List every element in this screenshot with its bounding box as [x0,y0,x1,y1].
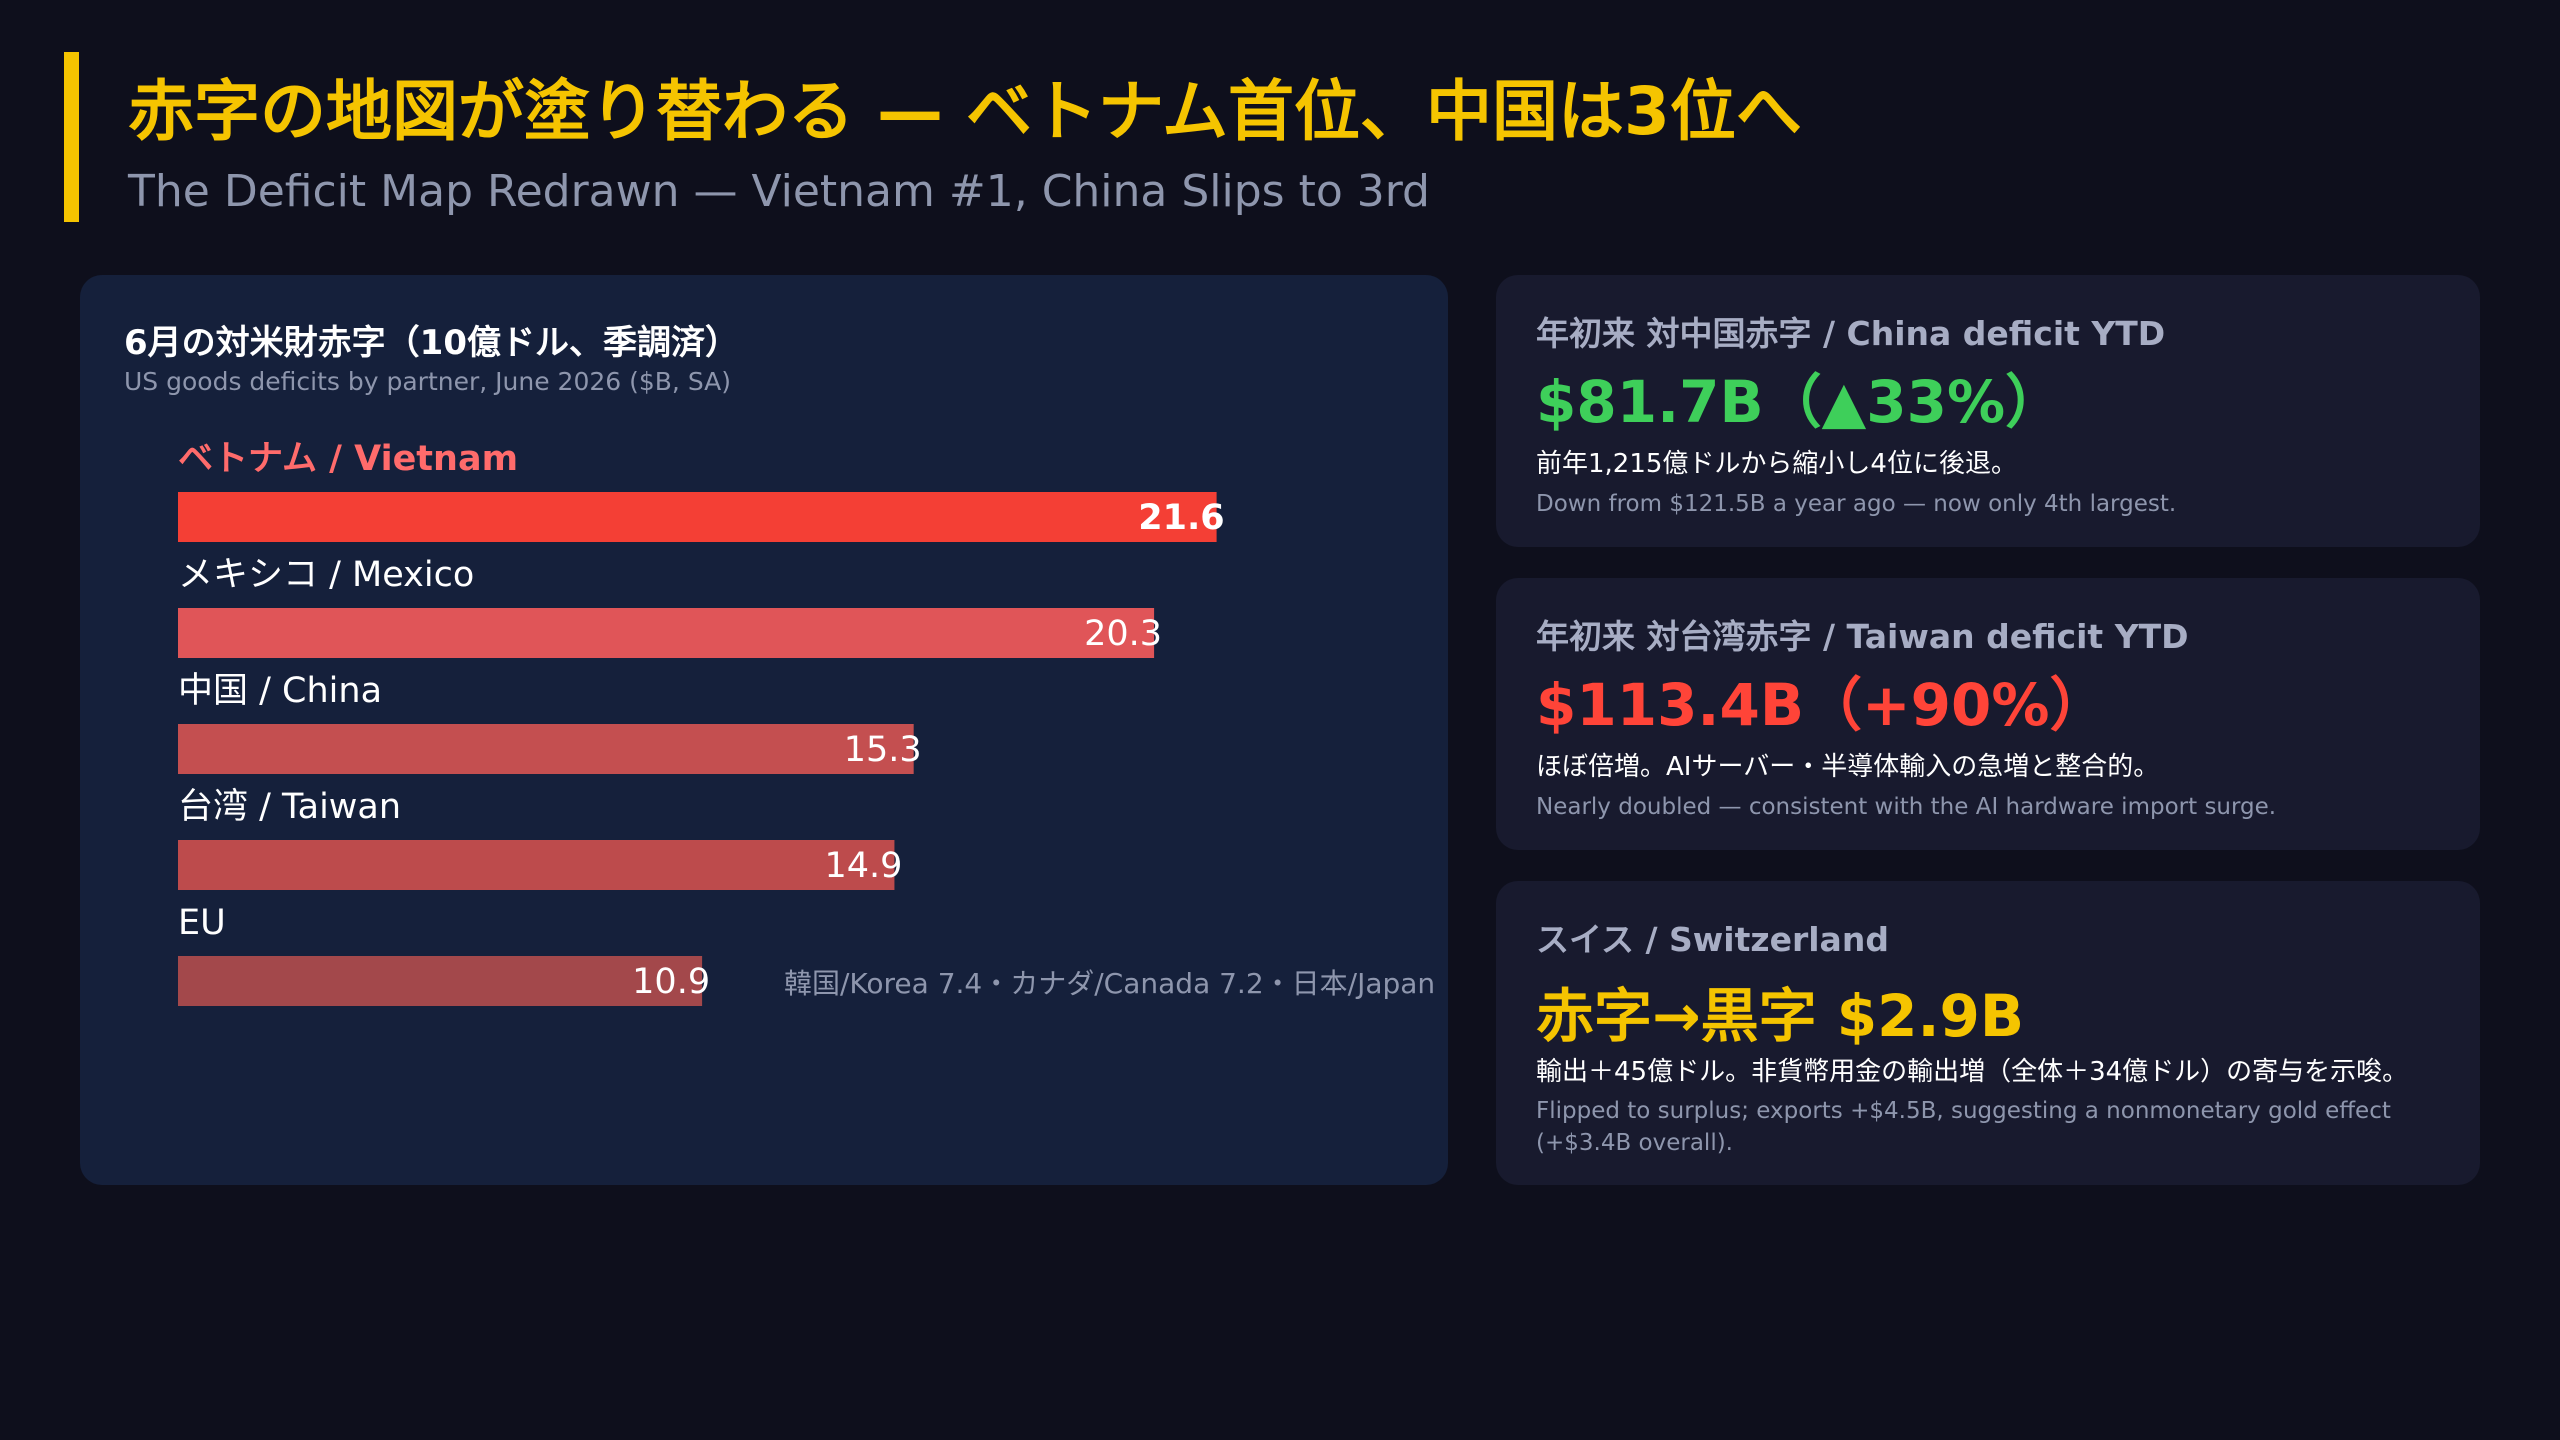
china-card-value: $81.7B（▲33%） [1536,368,2064,436]
switzerland-card-value: 赤字→黒字 $2.9B [1536,982,2025,1050]
china-card-note-en: Down from $121.5B a year ago — now only … [1536,491,2177,517]
bar-value-label: 21.6 [1138,498,1224,538]
deficit-bar-chart: ベトナム / Vietnam 21.6 メキシコ / Mexico 20.3 中国 / … [178,439,1435,1006]
switzerland-card: スイス / Switzerland 赤字→黒字 $2.9B 輸出＋45億ドル。非… [1496,881,2480,1185]
bar-category-label: 台湾 / Taiwan [178,787,401,827]
china-card-label: 年初来 対中国赤字 / China deficit YTD [1536,314,2166,353]
bar [178,492,1217,542]
page-subtitle: The Deficit Map Redrawn — Vietnam #1, Ch… [128,166,1430,217]
page-title: 赤字の地図が塗り替わる — ベトナム首位、中国は3位へ [128,73,1802,150]
taiwan-card-value: $113.4B（+90%） [1536,671,2108,739]
taiwan-card-note-jp: ほぼ倍増。AIサーバー・半導体輸入の急増と整合的。 [1536,752,2160,782]
bar-value-label: 20.3 [1084,614,1162,654]
title-accent-bar [64,52,79,222]
bar-value-label: 15.3 [844,730,922,770]
other-partners-note: 韓国/Korea 7.4・カナダ/Canada 7.2・日本/Japan [784,967,1435,1000]
deficit-chart-panel: 6月の対米財赤字（10億ドル、季調済） US goods deficits by… [80,275,1448,1185]
taiwan-card-note-en: Nearly doubled — consistent with the AI … [1536,794,2277,820]
chart-subtitle: US goods deficits by partner, June 2026 … [124,367,732,396]
bar-category-label: ベトナム / Vietnam [178,439,518,479]
bar [178,608,1155,658]
bar [178,724,914,774]
taiwan-card-label: 年初来 対台湾赤字 / Taiwan deficit YTD [1536,617,2189,656]
bar-category-label: メキシコ / Mexico [178,555,474,595]
bar-category-label: 中国 / China [178,671,382,711]
chart-title: 6月の対米財赤字（10億ドル、季調済） [124,323,739,363]
switzerland-card-label: スイス / Switzerland [1536,920,1889,959]
taiwan-deficit-card: 年初来 対台湾赤字 / Taiwan deficit YTD $113.4B（+… [1496,578,2480,850]
bar [178,956,703,1006]
switzerland-card-note-en: Flipped to surplus; exports +$4.5B, sugg… [1536,1098,2391,1156]
bar-category-label: EU [178,903,226,943]
bar-value-label: 14.9 [825,846,903,886]
china-deficit-card: 年初来 対中国赤字 / China deficit YTD $81.7B（▲33… [1496,275,2480,547]
bar [178,840,895,890]
bar-value-label: 10.9 [632,962,710,1002]
china-card-note-jp: 前年1,215億ドルから縮小し4位に後退。 [1536,449,2017,479]
switzerland-card-note-jp: 輸出＋45億ドル。非貨幣用金の輸出増（全体＋34億ドル）の寄与を示唆。 [1536,1057,2409,1087]
